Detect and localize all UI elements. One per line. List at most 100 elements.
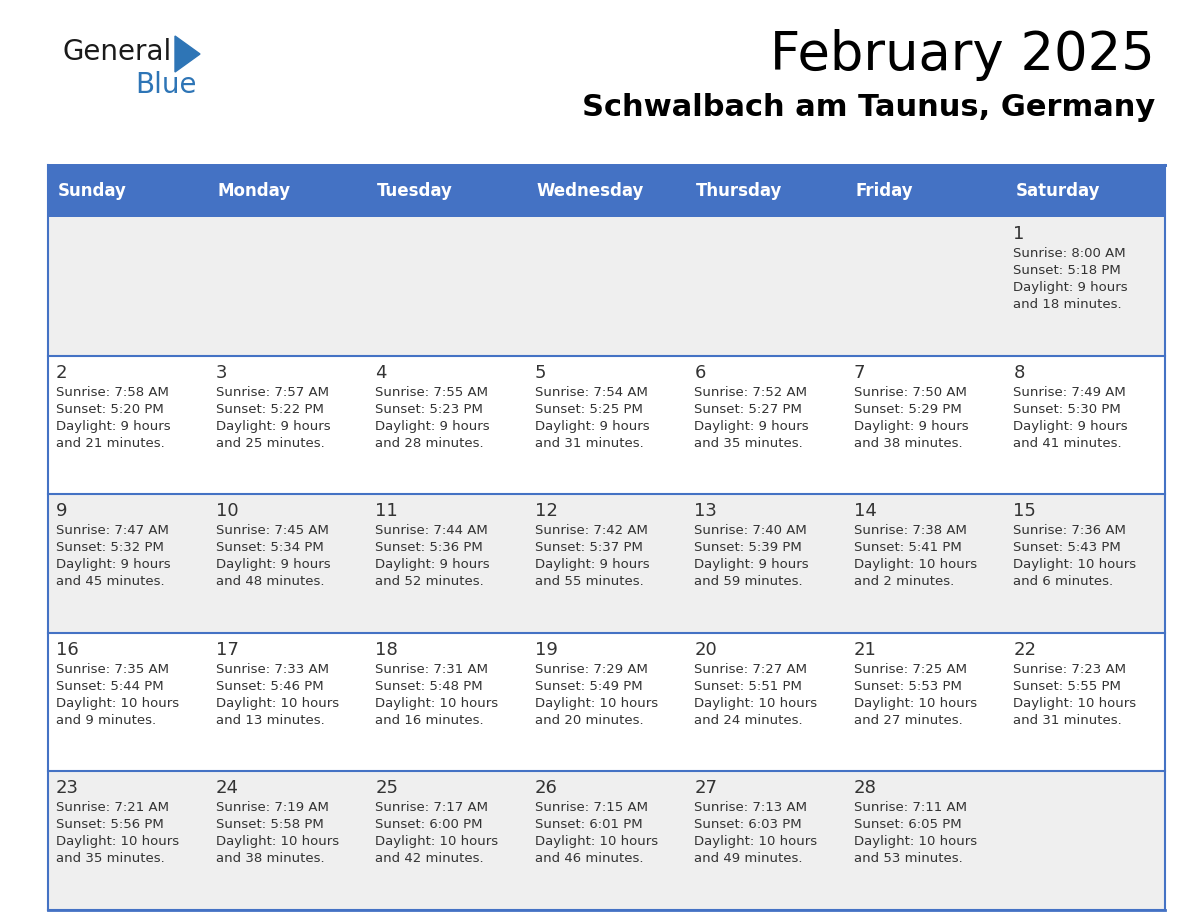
Text: 3: 3 xyxy=(215,364,227,382)
Bar xyxy=(687,165,846,217)
Bar xyxy=(367,633,526,771)
Text: Daylight: 10 hours: Daylight: 10 hours xyxy=(535,835,658,848)
Bar xyxy=(1005,633,1165,771)
Text: Sunrise: 7:54 AM: Sunrise: 7:54 AM xyxy=(535,386,647,398)
Text: 7: 7 xyxy=(854,364,865,382)
Text: 19: 19 xyxy=(535,641,557,659)
Text: and 52 minutes.: and 52 minutes. xyxy=(375,576,484,588)
Text: Daylight: 9 hours: Daylight: 9 hours xyxy=(56,558,171,571)
Text: Sunrise: 7:36 AM: Sunrise: 7:36 AM xyxy=(1013,524,1126,537)
Text: and 25 minutes.: and 25 minutes. xyxy=(215,437,324,450)
Text: 9: 9 xyxy=(56,502,68,521)
Text: Sunset: 5:43 PM: Sunset: 5:43 PM xyxy=(1013,542,1121,554)
Bar xyxy=(526,355,687,494)
Text: Daylight: 10 hours: Daylight: 10 hours xyxy=(535,697,658,710)
Text: Sunset: 5:51 PM: Sunset: 5:51 PM xyxy=(694,680,802,693)
Text: Sunrise: 8:00 AM: Sunrise: 8:00 AM xyxy=(1013,247,1126,260)
Text: Sunset: 5:37 PM: Sunset: 5:37 PM xyxy=(535,542,643,554)
Text: Sunset: 5:34 PM: Sunset: 5:34 PM xyxy=(215,542,323,554)
Bar xyxy=(48,165,208,217)
Text: Sunrise: 7:33 AM: Sunrise: 7:33 AM xyxy=(215,663,329,676)
Text: Sunset: 6:05 PM: Sunset: 6:05 PM xyxy=(854,819,961,832)
Text: Daylight: 9 hours: Daylight: 9 hours xyxy=(215,420,330,432)
Text: Sunset: 5:22 PM: Sunset: 5:22 PM xyxy=(215,403,323,416)
Text: Sunrise: 7:31 AM: Sunrise: 7:31 AM xyxy=(375,663,488,676)
Text: Sunrise: 7:19 AM: Sunrise: 7:19 AM xyxy=(215,801,328,814)
Text: and 16 minutes.: and 16 minutes. xyxy=(375,714,484,727)
Text: and 35 minutes.: and 35 minutes. xyxy=(56,853,165,866)
Text: Sunset: 5:56 PM: Sunset: 5:56 PM xyxy=(56,819,164,832)
Text: Sunday: Sunday xyxy=(58,182,127,200)
Text: Sunrise: 7:50 AM: Sunrise: 7:50 AM xyxy=(854,386,967,398)
Text: Sunset: 6:03 PM: Sunset: 6:03 PM xyxy=(694,819,802,832)
Bar xyxy=(48,217,208,355)
Bar xyxy=(208,165,367,217)
Bar xyxy=(48,633,208,771)
Text: Sunset: 5:29 PM: Sunset: 5:29 PM xyxy=(854,403,961,416)
Text: Daylight: 9 hours: Daylight: 9 hours xyxy=(535,558,650,571)
Bar xyxy=(846,771,1005,910)
Text: Daylight: 10 hours: Daylight: 10 hours xyxy=(215,697,339,710)
Text: 28: 28 xyxy=(854,779,877,798)
Bar xyxy=(48,355,208,494)
Bar xyxy=(1005,355,1165,494)
Text: Sunrise: 7:29 AM: Sunrise: 7:29 AM xyxy=(535,663,647,676)
Bar xyxy=(367,355,526,494)
Text: and 28 minutes.: and 28 minutes. xyxy=(375,437,484,450)
Text: Sunrise: 7:55 AM: Sunrise: 7:55 AM xyxy=(375,386,488,398)
Text: Daylight: 9 hours: Daylight: 9 hours xyxy=(215,558,330,571)
Text: and 20 minutes.: and 20 minutes. xyxy=(535,714,644,727)
Text: 21: 21 xyxy=(854,641,877,659)
Text: Daylight: 10 hours: Daylight: 10 hours xyxy=(694,835,817,848)
Text: 20: 20 xyxy=(694,641,718,659)
Text: 10: 10 xyxy=(215,502,239,521)
Bar xyxy=(687,217,846,355)
Text: Sunset: 6:01 PM: Sunset: 6:01 PM xyxy=(535,819,643,832)
Text: Sunset: 5:30 PM: Sunset: 5:30 PM xyxy=(1013,403,1121,416)
Text: Daylight: 10 hours: Daylight: 10 hours xyxy=(375,835,498,848)
Text: Sunset: 5:44 PM: Sunset: 5:44 PM xyxy=(56,680,164,693)
Text: and 45 minutes.: and 45 minutes. xyxy=(56,576,165,588)
Text: and 31 minutes.: and 31 minutes. xyxy=(1013,714,1123,727)
Text: Sunrise: 7:52 AM: Sunrise: 7:52 AM xyxy=(694,386,808,398)
Text: and 18 minutes.: and 18 minutes. xyxy=(1013,298,1121,311)
Text: 22: 22 xyxy=(1013,641,1036,659)
Bar xyxy=(208,494,367,633)
Text: Sunset: 5:39 PM: Sunset: 5:39 PM xyxy=(694,542,802,554)
Text: Tuesday: Tuesday xyxy=(377,182,453,200)
Text: Daylight: 10 hours: Daylight: 10 hours xyxy=(215,835,339,848)
Bar xyxy=(526,165,687,217)
Bar xyxy=(687,771,846,910)
Text: Sunrise: 7:58 AM: Sunrise: 7:58 AM xyxy=(56,386,169,398)
Text: Sunrise: 7:21 AM: Sunrise: 7:21 AM xyxy=(56,801,169,814)
Text: 12: 12 xyxy=(535,502,557,521)
Text: 6: 6 xyxy=(694,364,706,382)
Text: 1: 1 xyxy=(1013,225,1025,243)
Text: 23: 23 xyxy=(56,779,78,798)
Text: Daylight: 9 hours: Daylight: 9 hours xyxy=(375,558,489,571)
Bar xyxy=(526,633,687,771)
Text: Sunrise: 7:42 AM: Sunrise: 7:42 AM xyxy=(535,524,647,537)
Text: 13: 13 xyxy=(694,502,718,521)
Text: Sunrise: 7:13 AM: Sunrise: 7:13 AM xyxy=(694,801,808,814)
Text: Sunset: 5:55 PM: Sunset: 5:55 PM xyxy=(1013,680,1121,693)
Text: 8: 8 xyxy=(1013,364,1025,382)
Text: Sunset: 5:58 PM: Sunset: 5:58 PM xyxy=(215,819,323,832)
Text: 2: 2 xyxy=(56,364,68,382)
Text: and 38 minutes.: and 38 minutes. xyxy=(854,437,962,450)
Text: Daylight: 9 hours: Daylight: 9 hours xyxy=(535,420,650,432)
Bar xyxy=(1005,165,1165,217)
Text: Sunset: 5:49 PM: Sunset: 5:49 PM xyxy=(535,680,643,693)
Text: Sunset: 5:32 PM: Sunset: 5:32 PM xyxy=(56,542,164,554)
Bar xyxy=(687,494,846,633)
Text: 11: 11 xyxy=(375,502,398,521)
Bar xyxy=(367,771,526,910)
Text: Sunrise: 7:27 AM: Sunrise: 7:27 AM xyxy=(694,663,808,676)
Text: and 2 minutes.: and 2 minutes. xyxy=(854,576,954,588)
Text: Daylight: 10 hours: Daylight: 10 hours xyxy=(375,697,498,710)
Bar xyxy=(846,165,1005,217)
Text: and 9 minutes.: and 9 minutes. xyxy=(56,714,156,727)
Text: Sunrise: 7:57 AM: Sunrise: 7:57 AM xyxy=(215,386,329,398)
Text: 25: 25 xyxy=(375,779,398,798)
Text: and 24 minutes.: and 24 minutes. xyxy=(694,714,803,727)
